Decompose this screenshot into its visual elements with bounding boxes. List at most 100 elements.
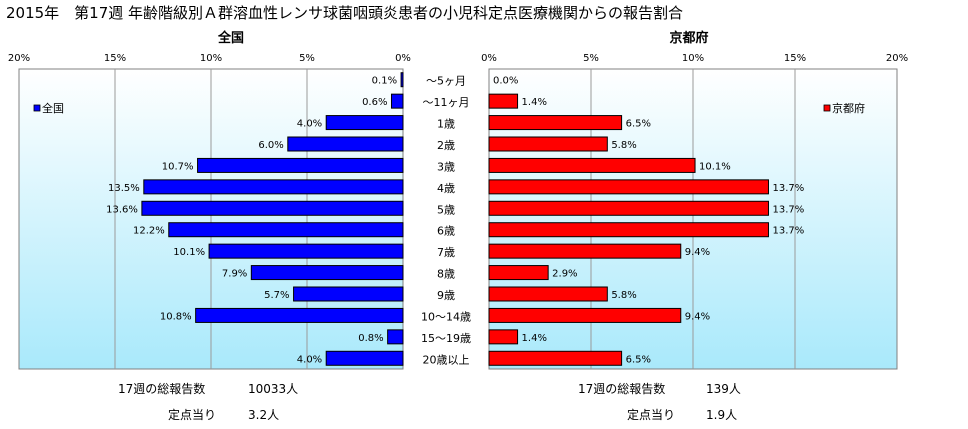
bar	[250, 265, 404, 281]
tick-label: 0%	[395, 53, 411, 64]
tick-label: 5%	[583, 53, 599, 64]
kyoto-total-label: 17週の総報告数	[578, 381, 665, 396]
bar	[488, 200, 769, 216]
bar	[141, 200, 404, 216]
category-label: 6歳	[437, 225, 455, 238]
chart-title: 2015年 第17週 年齢階級別Ａ群溶血性レンサ球菌咽頭炎患者の小児科定点医療機…	[6, 4, 683, 22]
bar	[488, 179, 769, 195]
tick-label: 15%	[784, 53, 806, 64]
data-label: 10.1%	[173, 247, 205, 258]
panel-title: 全国	[217, 30, 244, 46]
national-per-point-value: 3.2人	[248, 408, 279, 422]
data-label: 10.7%	[162, 161, 194, 172]
data-label: 1.4%	[522, 97, 547, 108]
panel-title: 京都府	[669, 30, 708, 46]
category-label: 1歳	[437, 118, 455, 131]
kyoto-per-point-label: 定点当り	[627, 407, 675, 422]
bar	[143, 179, 404, 195]
tick-label: 20%	[886, 53, 908, 64]
bar	[488, 115, 623, 131]
bar	[168, 222, 404, 238]
data-label: 0.0%	[493, 76, 518, 87]
bar	[488, 307, 682, 323]
legend-label: 全国	[42, 101, 64, 115]
data-label: 9.4%	[685, 247, 710, 258]
kyoto-per-point-value: 1.9人	[706, 408, 737, 422]
category-label: ～11ヶ月	[423, 96, 470, 109]
data-label: 10.1%	[699, 161, 731, 172]
category-label: 8歳	[437, 268, 455, 281]
data-label: 13.6%	[106, 204, 138, 215]
bar	[390, 93, 404, 109]
data-label: 12.2%	[133, 226, 165, 237]
bar	[488, 136, 608, 152]
bar	[287, 136, 404, 152]
category-label: 20歳以上	[423, 353, 470, 366]
data-label: 13.5%	[108, 183, 140, 194]
legend-label: 京都府	[832, 101, 865, 115]
kyoto-panel: 0% 5% 10% 15% 20%京都府京都府0.0%1.4%6.5%5.8%10.1%…	[481, 30, 908, 370]
data-label: 0.1%	[372, 76, 397, 87]
national-total-value: 10033人	[248, 382, 298, 396]
data-label: 6.0%	[258, 140, 283, 151]
bar	[387, 329, 404, 345]
category-labels: ～5ヶ月 ～11ヶ月 1歳 2歳 3歳 4歳 5歳 6歳 7歳 8歳 9歳 10～14歳 15～19歳 2…	[421, 75, 471, 367]
category-label: 2歳	[437, 139, 455, 152]
data-label: 10.8%	[160, 311, 192, 322]
data-label: 5.8%	[611, 140, 636, 151]
bar	[325, 350, 404, 366]
bar	[325, 115, 404, 131]
legend-swatch	[33, 104, 41, 112]
data-label: 13.7%	[772, 226, 804, 237]
data-label: 4.0%	[297, 119, 322, 130]
bar	[400, 72, 404, 88]
data-label: 0.8%	[358, 333, 383, 344]
category-label: 15～19歳	[421, 332, 471, 345]
bar	[488, 243, 682, 259]
legend-swatch	[823, 104, 831, 112]
national-panel: 20% 15% 10% 5% 0%全国全国0.1%0.6%4.0%6.0%10.7%13…	[8, 30, 411, 370]
tick-label: 10%	[200, 53, 222, 64]
kyoto-total-value: 139人	[706, 382, 741, 396]
data-label: 7.9%	[222, 269, 247, 280]
category-label: 3歳	[437, 160, 455, 173]
data-label: 13.7%	[772, 204, 804, 215]
bar	[488, 222, 769, 238]
category-label: 9歳	[437, 289, 455, 302]
category-label: ～5ヶ月	[426, 75, 466, 88]
bar	[208, 243, 404, 259]
category-label: 4歳	[437, 182, 455, 195]
tick-label: 15%	[104, 53, 126, 64]
category-label: 5歳	[437, 203, 455, 216]
data-label: 6.5%	[626, 354, 651, 365]
chart-panels: 20% 15% 10% 5% 0%全国全国0.1%0.6%4.0%6.0%10.7%13…	[8, 30, 908, 370]
national-per-point-label: 定点当り	[168, 407, 216, 422]
data-label: 13.7%	[772, 183, 804, 194]
data-label: 4.0%	[297, 354, 322, 365]
tick-label: 5%	[299, 53, 315, 64]
tick-label: 0%	[481, 53, 497, 64]
tick-label: 20%	[8, 53, 30, 64]
bar	[488, 157, 696, 173]
data-label: 5.8%	[611, 290, 636, 301]
bar	[488, 265, 549, 281]
bar	[293, 286, 404, 302]
tick-label: 10%	[682, 53, 704, 64]
category-label: 7歳	[437, 246, 455, 259]
data-label: 0.6%	[362, 97, 387, 108]
data-label: 2.9%	[552, 269, 577, 280]
bar	[488, 329, 519, 345]
national-total-label: 17週の総報告数	[118, 381, 205, 396]
footer-stats: 17週の総報告数 10033人 定点当り 3.2人 17週の総報告数 139人 …	[118, 381, 741, 422]
bar	[195, 307, 404, 323]
bar	[488, 286, 608, 302]
data-label: 9.4%	[685, 311, 710, 322]
bar	[197, 157, 404, 173]
bar	[488, 350, 623, 366]
category-label: 10～14歳	[421, 310, 471, 323]
data-label: 1.4%	[522, 333, 547, 344]
data-label: 6.5%	[626, 119, 651, 130]
bar	[488, 93, 519, 109]
